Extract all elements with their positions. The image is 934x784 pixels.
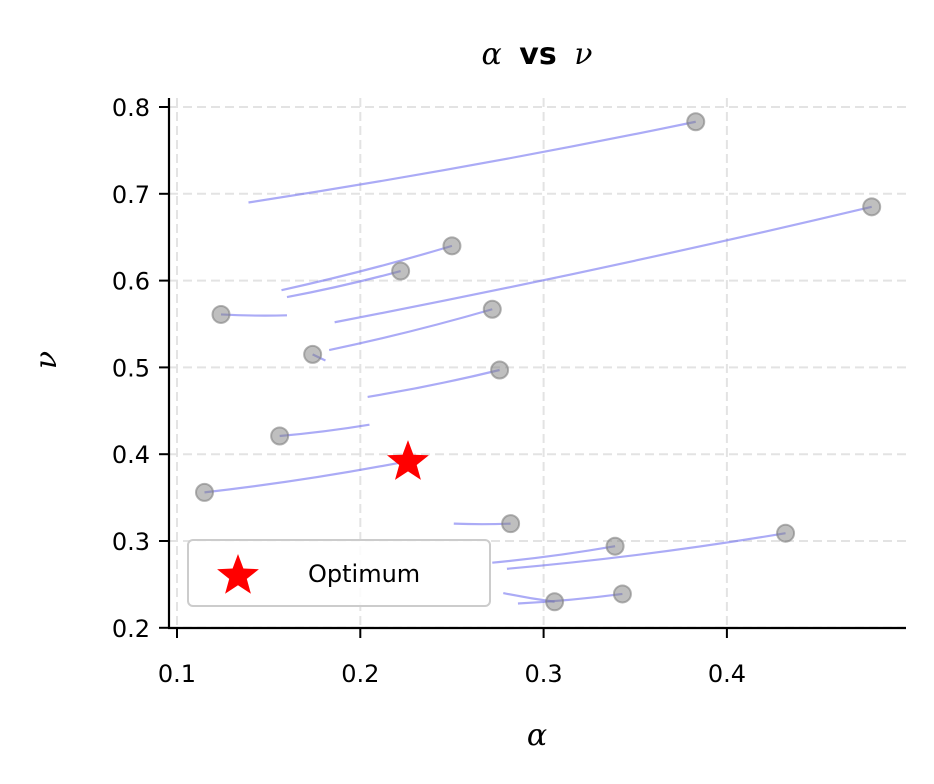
x-axis-ticks: 0.1 0.2 0.3 0.4 <box>158 628 746 688</box>
sample-point <box>194 482 214 502</box>
trajectory-line <box>334 205 872 324</box>
trajectory-line <box>506 532 786 570</box>
x-axis-label: α <box>527 718 547 753</box>
sample-point <box>303 344 323 364</box>
legend-label-optimum: Optimum <box>308 560 420 588</box>
y-axis-label: ν <box>29 351 64 369</box>
legend-star-icon <box>217 554 259 594</box>
sample-point <box>482 299 502 319</box>
x-tick-label: 0.2 <box>341 660 379 688</box>
sample-point <box>862 197 882 217</box>
sample-point <box>612 584 632 604</box>
trajectory-line <box>281 244 453 292</box>
y-tick-label: 0.4 <box>112 441 150 469</box>
y-tick-label: 0.3 <box>112 528 150 556</box>
sample-point <box>776 523 796 543</box>
sample-points <box>194 112 882 612</box>
sample-point <box>211 304 231 324</box>
title-vs: vs <box>519 37 556 72</box>
trajectory-line <box>328 308 493 352</box>
trajectory-line <box>492 545 616 564</box>
optimum-marker <box>387 440 429 480</box>
trajectory-line <box>248 120 696 204</box>
trajectory-line <box>220 313 288 317</box>
y-tick-label: 0.8 <box>112 94 150 122</box>
legend: Optimum <box>187 539 491 607</box>
x-tick-label: 0.1 <box>158 660 196 688</box>
sample-point <box>391 261 411 281</box>
x-tick-label: 0.3 <box>525 660 563 688</box>
sample-point <box>501 514 521 534</box>
sample-point <box>686 112 706 132</box>
y-tick-label: 0.5 <box>112 354 150 382</box>
sample-point <box>490 360 510 380</box>
x-tick-label: 0.4 <box>708 660 746 688</box>
chart-title: α vs ν <box>481 37 592 72</box>
title-alpha: α <box>481 37 501 72</box>
trajectory-line <box>286 269 401 299</box>
trajectory-line <box>279 423 370 438</box>
sample-point <box>605 536 625 556</box>
title-nu: ν <box>574 37 592 72</box>
optimum-star-icon <box>387 440 429 480</box>
legend-box <box>187 539 491 607</box>
sample-point <box>545 592 565 612</box>
sample-point <box>442 236 462 256</box>
y-tick-label: 0.2 <box>112 615 150 643</box>
trajectory-line <box>204 460 409 494</box>
y-axis-ticks: 0.2 0.3 0.4 0.5 0.6 0.7 0.8 <box>112 94 169 643</box>
y-tick-label: 0.6 <box>112 268 150 296</box>
trajectory-line <box>517 592 623 605</box>
y-tick-label: 0.7 <box>112 181 150 209</box>
sample-point <box>270 426 290 446</box>
trajectory-line <box>367 368 500 398</box>
